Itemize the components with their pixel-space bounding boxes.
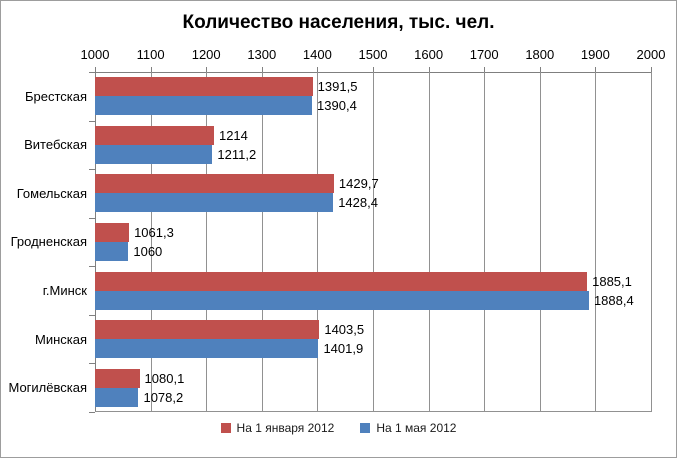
legend-item-may: На 1 мая 2012 (360, 421, 456, 435)
category-label-0: Брестская (24, 88, 87, 104)
x-tick-mark (484, 67, 486, 72)
category-label-4: г.Минск (42, 283, 87, 299)
bar-label-series1-cat2: 1428,4 (338, 195, 378, 211)
bar-label-series0-cat3: 1061,3 (134, 225, 174, 240)
y-tick-mark (89, 266, 95, 267)
plot-area: 1391,5 1214 1429,7 1061,3 1885,1 1403,5 1080,1… (95, 72, 652, 412)
x-tick-mark (651, 67, 652, 72)
bar-label-series0-cat1: 1214 (218, 127, 248, 143)
bar-series0-cat1 (95, 125, 214, 145)
bar-series1-cat4 (95, 290, 589, 310)
y-tick-mark (89, 412, 95, 413)
bar-label-series1-cat1: 1211,2 (217, 146, 257, 162)
x-tick-label-1700: 1700 (469, 47, 499, 62)
x-tick-mark (150, 67, 152, 72)
bar-label-series1-cat6: 1078,2 (143, 389, 184, 405)
x-tick-label-1100: 1100 (136, 47, 165, 62)
y-tick-mark (89, 218, 95, 219)
bar-series0-cat3 (95, 223, 130, 242)
y-tick-mark (89, 72, 95, 73)
x-tick-label-1500: 1500 (358, 47, 388, 62)
x-tick-label-2000: 2000 (636, 47, 666, 62)
bar-series0-cat2 (95, 174, 334, 194)
legend-label-january: На 1 января 2012 (236, 421, 335, 435)
bar-label-series1-cat5: 1401,9 (323, 341, 364, 357)
bar-series1-cat6 (95, 387, 139, 407)
x-tick-mark (373, 67, 374, 72)
bar-series0-cat0 (95, 77, 313, 97)
y-tick-mark (89, 363, 95, 364)
legend-item-january: На 1 января 2012 (220, 421, 335, 435)
x-tick-label-1900: 1900 (580, 47, 610, 62)
category-label-1: Витебская (24, 137, 87, 153)
bar-series1-cat1 (95, 144, 213, 164)
gridline (317, 72, 318, 412)
x-tick-mark (428, 67, 430, 72)
x-tick-mark (317, 67, 319, 72)
bar-label-series1-cat3: 1060 (133, 244, 163, 259)
x-tick-label-1300: 1300 (247, 47, 277, 62)
gridline (484, 72, 485, 412)
legend: На 1 января 2012 На 1 мая 2012 (1, 421, 676, 435)
gridline (151, 72, 152, 412)
bar-label-series1-cat4: 1888,4 (593, 292, 634, 308)
x-tick-mark (206, 67, 208, 72)
category-label-2: Гомельская (16, 185, 87, 201)
gridline (206, 72, 207, 412)
y-tick-mark (89, 121, 95, 122)
x-tick-mark (595, 67, 597, 72)
bar-label-series0-cat2: 1429,7 (338, 176, 379, 192)
bar-series1-cat5 (95, 339, 319, 359)
x-tick-label-1200: 1200 (191, 47, 221, 62)
x-tick-mark (95, 67, 96, 72)
bar-series0-cat5 (95, 320, 320, 340)
chart-title: Количество населения, тыс. чел. (182, 12, 495, 33)
bar-series1-cat3 (95, 242, 129, 261)
gridline (373, 72, 374, 412)
y-tick-mark (89, 169, 95, 170)
x-tick-label-1000: 1000 (80, 47, 110, 62)
legend-label-may: На 1 мая 2012 (376, 421, 457, 435)
gridline (262, 72, 263, 412)
legend-marker-january-icon (220, 423, 231, 433)
gridline (429, 72, 430, 412)
bar-series0-cat4 (95, 271, 588, 291)
bar-label-series1-cat0: 1390,4 (317, 98, 357, 114)
category-label-6: Могилёвская (8, 380, 87, 396)
x-tick-label-1800: 1800 (525, 47, 555, 62)
bar-series1-cat0 (95, 96, 313, 116)
x-tick-mark (539, 67, 541, 72)
y-tick-mark (89, 315, 95, 316)
gridline (540, 72, 541, 412)
bar-label-series0-cat0: 1391,5 (317, 79, 358, 95)
x-tick-label-1400: 1400 (302, 47, 332, 62)
x-tick-label-1600: 1600 (414, 47, 444, 62)
category-label-5: Минская (34, 331, 87, 347)
bar-label-series0-cat6: 1080,1 (144, 370, 185, 386)
bar-series1-cat2 (95, 193, 334, 213)
category-label-3: Гродненская (10, 234, 87, 250)
gridline (595, 72, 596, 412)
gridline (651, 72, 652, 412)
legend-marker-may-icon (360, 423, 371, 433)
bar-series0-cat6 (95, 368, 140, 388)
bar-label-series0-cat4: 1885,1 (592, 273, 632, 289)
bar-label-series0-cat5: 1403,5 (324, 322, 365, 338)
x-tick-mark (261, 67, 263, 72)
